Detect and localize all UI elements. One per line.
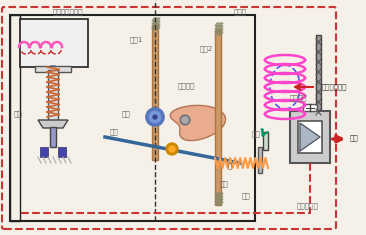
Text: 滚轮: 滚轮 <box>122 110 131 117</box>
Circle shape <box>149 111 161 123</box>
Text: 恒节流孔: 恒节流孔 <box>290 94 307 101</box>
Text: 气源: 气源 <box>350 134 359 141</box>
Bar <box>58 147 66 157</box>
Polygon shape <box>152 24 160 27</box>
Text: 偏心凸轮: 偏心凸轮 <box>178 82 195 89</box>
Bar <box>298 121 322 153</box>
Text: 弹簧: 弹簧 <box>220 180 229 187</box>
Text: 波纹管: 波纹管 <box>234 8 247 15</box>
Polygon shape <box>300 123 320 151</box>
Circle shape <box>166 143 178 155</box>
Circle shape <box>146 108 164 126</box>
Bar <box>263 132 268 150</box>
Text: 杠杆1: 杠杆1 <box>130 36 143 43</box>
Polygon shape <box>215 202 223 205</box>
Bar <box>35 66 71 72</box>
Bar <box>50 127 56 147</box>
Text: 压力信号输入: 压力信号输入 <box>322 84 347 90</box>
Polygon shape <box>152 21 160 24</box>
Bar <box>215 30 221 205</box>
Text: 喷嘴: 喷嘴 <box>252 130 261 137</box>
Bar <box>20 19 88 67</box>
Circle shape <box>182 117 188 123</box>
Bar <box>50 65 56 120</box>
Text: 杠杆2: 杠杆2 <box>200 45 213 52</box>
Bar <box>258 147 262 173</box>
Bar <box>48 70 58 122</box>
Text: 气动放大器: 气动放大器 <box>297 202 319 209</box>
Bar <box>290 111 330 163</box>
Polygon shape <box>38 120 68 128</box>
Text: 挡板: 挡板 <box>242 192 251 199</box>
Polygon shape <box>215 26 223 29</box>
Polygon shape <box>215 32 223 35</box>
Bar <box>10 15 255 221</box>
Bar <box>152 25 158 160</box>
Text: 气动薄膜调节阀: 气动薄膜调节阀 <box>53 8 83 15</box>
Circle shape <box>169 146 175 152</box>
Text: 轴: 轴 <box>228 162 232 168</box>
Bar <box>40 147 48 157</box>
Polygon shape <box>215 193 223 196</box>
Text: 摆杆: 摆杆 <box>110 128 119 135</box>
Circle shape <box>180 115 190 125</box>
Polygon shape <box>152 18 160 21</box>
Bar <box>10 15 20 221</box>
Polygon shape <box>170 105 225 141</box>
Polygon shape <box>215 29 223 32</box>
Bar <box>316 35 321 117</box>
Polygon shape <box>215 196 223 199</box>
Polygon shape <box>152 27 160 30</box>
Polygon shape <box>215 199 223 202</box>
Bar <box>303 104 317 111</box>
Circle shape <box>153 115 157 119</box>
Text: 平板: 平板 <box>14 110 23 117</box>
Polygon shape <box>215 23 223 26</box>
